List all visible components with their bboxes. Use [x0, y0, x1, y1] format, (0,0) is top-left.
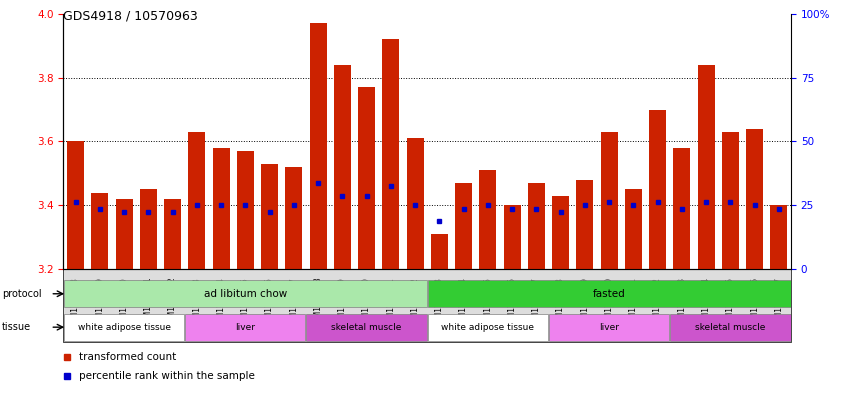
FancyBboxPatch shape	[670, 314, 790, 341]
Bar	[576, 180, 593, 269]
Bar	[455, 183, 472, 269]
Bar	[334, 65, 351, 269]
Text: liver: liver	[235, 323, 255, 332]
Bar	[503, 206, 520, 269]
Bar	[480, 170, 497, 269]
FancyBboxPatch shape	[549, 314, 669, 341]
Text: white adipose tissue: white adipose tissue	[78, 323, 171, 332]
Text: skeletal muscle: skeletal muscle	[695, 323, 766, 332]
Text: protocol: protocol	[2, 289, 41, 299]
Bar	[261, 164, 278, 269]
Text: transformed count: transformed count	[79, 352, 176, 362]
Bar	[116, 199, 133, 269]
Bar	[140, 189, 157, 269]
Bar	[698, 65, 715, 269]
Text: fasted: fasted	[593, 289, 625, 299]
FancyBboxPatch shape	[64, 280, 426, 307]
Text: ad libitum chow: ad libitum chow	[204, 289, 287, 299]
Bar	[746, 129, 763, 269]
Bar	[771, 206, 788, 269]
Bar	[285, 167, 302, 269]
FancyBboxPatch shape	[185, 314, 305, 341]
Bar	[431, 234, 448, 269]
Text: percentile rank within the sample: percentile rank within the sample	[79, 371, 255, 381]
Bar	[164, 199, 181, 269]
Bar	[601, 132, 618, 269]
Bar	[722, 132, 739, 269]
Text: white adipose tissue: white adipose tissue	[442, 323, 535, 332]
Text: tissue: tissue	[2, 322, 30, 332]
Bar	[91, 193, 108, 269]
Bar	[625, 189, 642, 269]
Bar	[382, 39, 399, 269]
Text: liver: liver	[599, 323, 619, 332]
Bar	[649, 110, 666, 269]
Bar	[212, 148, 229, 269]
FancyBboxPatch shape	[428, 314, 548, 341]
Bar	[528, 183, 545, 269]
Text: GDS4918 / 10570963: GDS4918 / 10570963	[63, 10, 198, 23]
Text: skeletal muscle: skeletal muscle	[332, 323, 402, 332]
Bar	[67, 141, 84, 269]
FancyBboxPatch shape	[306, 314, 426, 341]
Bar	[310, 23, 327, 269]
Bar	[552, 196, 569, 269]
Bar	[189, 132, 206, 269]
Bar	[237, 151, 254, 269]
Bar	[407, 138, 424, 269]
Bar	[673, 148, 690, 269]
Bar	[358, 87, 375, 269]
FancyBboxPatch shape	[64, 314, 184, 341]
FancyBboxPatch shape	[428, 280, 790, 307]
